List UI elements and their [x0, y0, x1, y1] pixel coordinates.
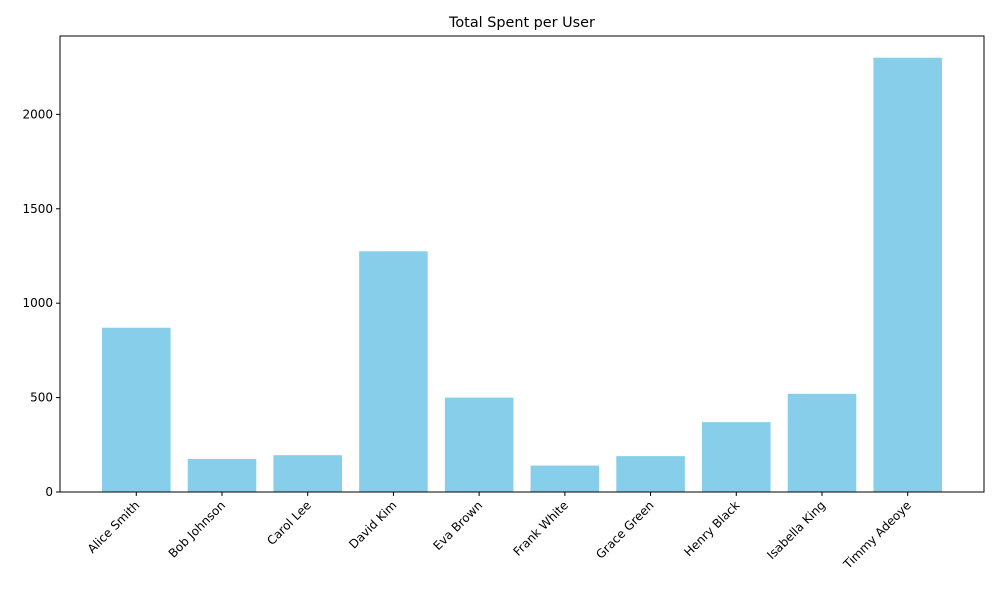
bar-henry-black — [702, 422, 771, 492]
x-tick-label: Timmy Adeoye — [840, 498, 914, 572]
x-tick-label: Henry Black — [681, 498, 742, 559]
x-tick-label: Isabella King — [764, 498, 828, 562]
bar-isabella-king — [787, 393, 857, 492]
bar-alice-smith — [102, 327, 171, 492]
x-tick-label: Carol Lee — [264, 498, 314, 548]
y-tick-label: 500 — [30, 391, 53, 405]
plot-frame — [59, 35, 985, 493]
bar-david-kim — [359, 251, 428, 492]
x-tick-label: Eva Brown — [430, 498, 485, 553]
x-tick-label: Bob Johnson — [166, 498, 228, 560]
bar-timmy-adeoye — [873, 57, 942, 492]
bar-frank-white — [530, 465, 600, 492]
y-tick-label: 0 — [45, 485, 53, 499]
y-axis: 0 500 1000 1500 2000 — [22, 107, 60, 499]
x-tick-label: Grace Green — [593, 498, 656, 561]
x-tick-label: David Kim — [346, 498, 399, 551]
y-tick-label: 1000 — [22, 296, 53, 310]
y-tick-label: 1500 — [22, 202, 53, 216]
bar-eva-brown — [444, 397, 514, 492]
bar-carol-lee — [273, 455, 342, 492]
x-tick-label: Frank White — [510, 498, 571, 559]
y-tick-label: 2000 — [22, 107, 53, 121]
bar-grace-green — [616, 456, 685, 492]
bar-bob-johnson — [187, 458, 257, 492]
x-axis: Alice Smith Bob Johnson Carol Lee David Kim… — [85, 492, 914, 572]
x-tick-label: Alice Smith — [85, 498, 143, 556]
bars-group — [102, 57, 942, 492]
chart-title: Total Spent per User — [448, 15, 595, 31]
